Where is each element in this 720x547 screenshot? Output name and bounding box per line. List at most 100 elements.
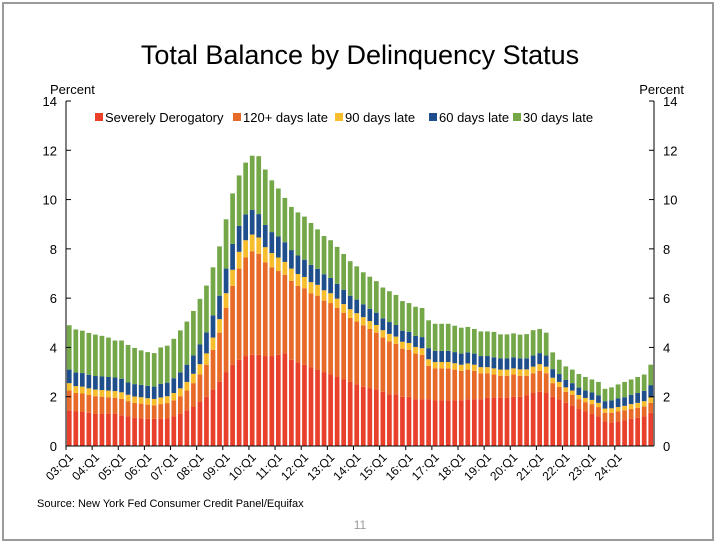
bar-segment — [295, 212, 301, 256]
bar-segment — [419, 308, 425, 338]
bar-segment — [380, 287, 386, 319]
bar-segment — [648, 364, 654, 386]
bar-segment — [328, 240, 333, 278]
bar-segment — [197, 364, 203, 375]
bar-segment — [511, 396, 516, 446]
bar-segment — [504, 334, 510, 359]
x-tick-label: 03:Q1 — [43, 450, 76, 483]
y-tick-label-right: 10 — [663, 193, 677, 208]
bar-segment — [543, 393, 549, 446]
bar-segment — [576, 399, 582, 410]
bar-segment — [432, 368, 438, 401]
bar-segment — [360, 325, 366, 387]
x-tick-label: 06:Q1 — [121, 450, 154, 483]
bar-segment — [99, 390, 105, 397]
x-tick-label: 09:Q1 — [200, 450, 233, 483]
bar-segment — [334, 246, 340, 284]
bar-segment — [321, 236, 327, 275]
bar-segment — [223, 372, 229, 446]
bar-segment — [498, 358, 503, 370]
bar-segment — [550, 369, 556, 378]
bar-segment — [615, 407, 621, 412]
bar-segment — [583, 377, 588, 391]
bar-segment — [177, 413, 183, 446]
bar-segment — [302, 216, 307, 260]
bar-segment — [471, 399, 477, 446]
bar-segment — [393, 336, 399, 344]
bar-segment — [73, 372, 79, 387]
legend-label: 120+ days late — [243, 110, 328, 125]
bar-segment — [530, 373, 536, 394]
bar-segment — [151, 386, 157, 399]
bar-segment — [210, 337, 216, 350]
bar-segment — [354, 266, 360, 300]
bar-segment — [530, 366, 536, 374]
bar-segment — [191, 373, 196, 384]
source-note: Source: New York Fed Consumer Credit Pan… — [37, 498, 304, 510]
bar-segment — [367, 276, 373, 309]
bar-segment — [262, 356, 268, 446]
bar-segment — [393, 343, 399, 395]
bar-segment — [583, 390, 588, 398]
bar-segment — [400, 330, 405, 342]
bar-segment — [387, 333, 392, 342]
bar-segment — [524, 358, 529, 370]
bar-segment — [445, 350, 451, 362]
bar-segment — [530, 355, 536, 367]
bar-segment — [119, 415, 124, 446]
bar-segment — [223, 293, 229, 308]
bar-segment — [491, 397, 497, 446]
bar-segment — [354, 299, 360, 314]
bar-segment — [641, 416, 647, 446]
bar-segment — [622, 397, 627, 406]
bar-segment — [602, 421, 608, 446]
bar-segment — [223, 219, 229, 269]
bar-segment — [236, 251, 242, 269]
bar-segment — [471, 370, 477, 400]
bar-segment — [445, 323, 451, 351]
bar-segment — [119, 340, 124, 379]
left-axis-label: Percent — [50, 82, 95, 97]
bar-segment — [217, 246, 222, 296]
bar-segment — [302, 364, 307, 446]
bar-segment — [125, 394, 131, 402]
bar-segment — [628, 418, 634, 446]
bar-segment — [628, 394, 634, 405]
bar-segment — [406, 396, 412, 446]
bar-segment — [517, 334, 523, 359]
bar-segment — [282, 274, 288, 354]
bar-segment — [445, 400, 451, 446]
bar-segment — [380, 391, 386, 446]
bar-segment — [321, 290, 327, 301]
bar-segment — [615, 411, 621, 422]
y-tick-label-right: 8 — [663, 242, 670, 257]
bar-segment — [387, 291, 392, 323]
bar-segment — [367, 321, 373, 329]
bar-segment — [393, 325, 399, 337]
bar-segment — [347, 261, 353, 296]
bar-segment — [550, 383, 556, 397]
bar-segment — [73, 386, 79, 394]
bar-segment — [138, 350, 144, 385]
bar-segment — [191, 383, 196, 407]
bar-segment — [230, 193, 235, 244]
bar-segment — [622, 420, 627, 447]
bar-segment — [328, 293, 333, 304]
bar-segment — [99, 376, 105, 391]
x-tick-label: 10:Q1 — [226, 450, 259, 483]
bar-segment — [256, 253, 262, 355]
bar-segment — [184, 381, 190, 391]
bar-segment — [308, 282, 314, 294]
bar-segment — [125, 401, 131, 417]
bar-segment — [256, 237, 262, 254]
bar-segment — [151, 398, 157, 406]
bar-segment — [145, 418, 151, 446]
bar-segment — [321, 372, 327, 446]
bar-segment — [158, 418, 164, 446]
bar-segment — [609, 400, 614, 409]
y-tick-label-right: 14 — [663, 94, 677, 109]
bar-segment — [302, 276, 307, 289]
bar-segment — [556, 359, 562, 375]
x-tick-label: 14:Q1 — [330, 450, 363, 483]
bar-segment — [171, 416, 177, 446]
